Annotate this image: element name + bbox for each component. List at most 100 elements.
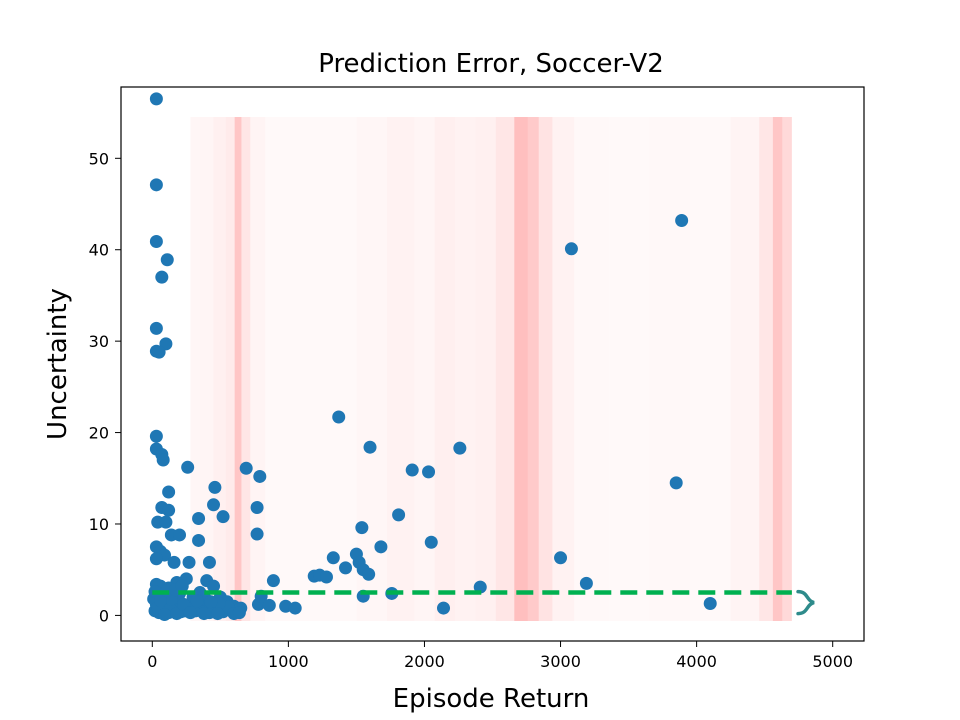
data-point: [216, 510, 230, 524]
shading-band: [434, 117, 456, 621]
y-tick-label: 30: [89, 332, 109, 351]
shading-band: [782, 117, 792, 621]
data-point: [192, 533, 206, 547]
shading-band: [387, 117, 415, 621]
shading-band: [250, 117, 266, 621]
threshold-overlay: [152, 589, 815, 616]
x-tick-label: 5000: [812, 652, 853, 671]
data-point: [156, 453, 170, 467]
shading-band: [772, 117, 783, 621]
x-tick-label: 3000: [540, 652, 581, 671]
data-point: [158, 607, 172, 621]
data-point: [202, 555, 216, 569]
shading-band: [538, 117, 553, 621]
data-point: [355, 521, 369, 535]
shading-band: [213, 117, 226, 621]
data-point: [579, 576, 593, 590]
data-point: [554, 551, 568, 565]
data-point: [197, 607, 211, 621]
data-point: [155, 270, 169, 284]
x-axis-label: Episode Return: [393, 684, 590, 714]
shading-bands: [190, 117, 792, 621]
y-axis-ticks: 0 10 20 30 40 50: [89, 149, 121, 625]
shading-band: [356, 117, 388, 621]
data-point: [183, 606, 197, 620]
shading-band: [514, 117, 528, 621]
x-axis-ticks: 0 1000 2000 3000 4000 5000: [147, 641, 853, 671]
y-tick-label: 40: [89, 241, 109, 260]
data-point: [162, 503, 176, 517]
data-point: [326, 551, 340, 565]
data-point: [159, 515, 173, 529]
shading-band: [455, 117, 476, 621]
data-point: [149, 429, 163, 443]
data-point: [211, 607, 225, 621]
data-point: [332, 410, 346, 424]
data-point: [160, 253, 174, 267]
shading-band: [648, 117, 690, 621]
y-axis-label: Uncertainty: [43, 288, 73, 440]
data-point: [319, 570, 333, 584]
data-point: [182, 555, 196, 569]
shading-band: [265, 117, 309, 621]
shading-band: [475, 117, 496, 621]
plot-frame: [120, 86, 865, 642]
shading-band: [608, 117, 649, 621]
shading-band: [759, 117, 773, 621]
data-point: [405, 463, 419, 477]
data-point: [339, 561, 353, 575]
y-tick-label: 20: [89, 424, 109, 443]
shading-band: [574, 117, 609, 621]
data-point: [232, 606, 246, 620]
data-point: [253, 469, 267, 483]
x-tick-label: 1000: [268, 652, 309, 671]
data-point: [374, 540, 388, 554]
chart-title: Prediction Error, Soccer-V2: [318, 49, 664, 79]
plot-area: [147, 92, 792, 621]
data-point: [288, 601, 302, 615]
data-point: [149, 552, 163, 566]
data-point: [149, 321, 163, 335]
data-point: [204, 595, 218, 609]
data-point: [190, 594, 204, 608]
data-point: [675, 213, 689, 227]
data-point: [239, 461, 253, 475]
data-point: [181, 460, 195, 474]
data-point: [250, 527, 264, 541]
data-point: [173, 528, 187, 542]
shading-band: [308, 117, 357, 621]
shading-band: [225, 117, 235, 621]
y-tick-label: 50: [89, 149, 109, 168]
data-point: [703, 597, 717, 611]
data-point: [437, 601, 451, 615]
data-point: [392, 508, 406, 522]
data-point: [424, 535, 438, 549]
data-point: [453, 441, 467, 455]
data-point: [167, 555, 181, 569]
data-point: [170, 607, 184, 621]
shading-band: [241, 117, 251, 621]
x-tick-label: 4000: [676, 652, 717, 671]
data-point: [362, 567, 376, 581]
data-point: [149, 234, 163, 248]
data-point: [250, 501, 264, 515]
shading-band: [234, 117, 242, 621]
data-point: [152, 345, 166, 359]
shading-band: [730, 117, 760, 621]
data-point: [422, 465, 436, 479]
y-tick-label: 10: [89, 515, 109, 534]
data-point: [175, 579, 189, 593]
x-tick-label: 2000: [404, 652, 445, 671]
data-point: [262, 598, 276, 612]
shading-band: [495, 117, 515, 621]
shading-band: [414, 117, 435, 621]
data-point: [564, 242, 578, 256]
shading-band: [190, 117, 200, 621]
threshold-bracket: [796, 589, 815, 616]
data-point: [208, 480, 222, 494]
shading-band: [527, 117, 539, 621]
data-point: [149, 178, 163, 192]
data-point: [192, 511, 206, 525]
shading-band: [552, 117, 575, 621]
